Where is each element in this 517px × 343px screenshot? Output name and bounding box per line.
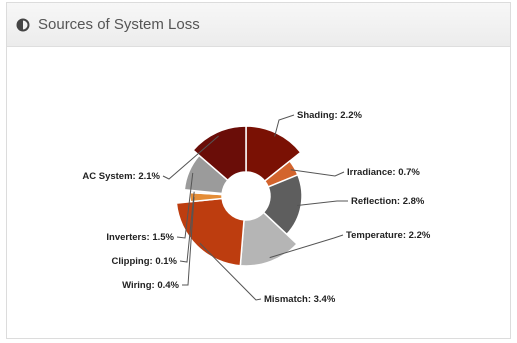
leader-line — [297, 200, 348, 206]
half-circle-icon — [16, 18, 30, 32]
leader-line — [176, 172, 194, 239]
panel-title: Sources of System Loss — [38, 16, 200, 33]
leader-line — [162, 135, 219, 180]
slice-label: AC System: 2.1% — [82, 171, 160, 182]
leader-line — [290, 169, 345, 177]
donut-slice — [245, 125, 302, 183]
slice-label: Reflection: 2.8% — [351, 196, 425, 207]
leader-line — [274, 114, 295, 137]
slice-label: Temperature: 2.2% — [346, 230, 431, 241]
slice-label: Clipping: 0.1% — [112, 256, 178, 267]
chart-area: Shading: 2.2% Irradiance: 0.7% Reflection:… — [7, 47, 510, 338]
slice-label: Mismatch: 3.4% — [264, 294, 336, 305]
slice-label: Irradiance: 0.7% — [347, 167, 420, 178]
donut-slice — [192, 125, 247, 182]
slice-label: Shading: 2.2% — [297, 110, 362, 121]
system-loss-panel: Sources of System Loss Shading: 2.2% Irra… — [6, 2, 511, 339]
leader-line — [182, 197, 195, 286]
slice-label: Wiring: 0.4% — [122, 280, 179, 291]
leader-line — [199, 242, 262, 301]
slice-label: Inverters: 1.5% — [106, 232, 174, 243]
leader-line — [269, 234, 344, 259]
donut-slice — [175, 197, 245, 267]
donut-chart: Shading: 2.2% Irradiance: 0.7% Reflection:… — [82, 110, 431, 305]
panel-header: Sources of System Loss — [7, 3, 510, 47]
leader-line — [179, 191, 195, 263]
